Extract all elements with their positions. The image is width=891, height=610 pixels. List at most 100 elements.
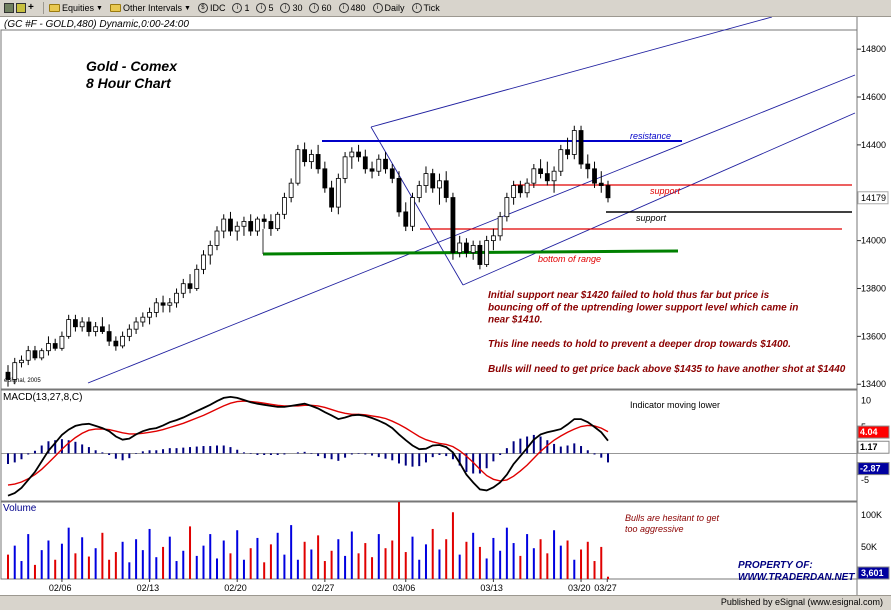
toolbar-item-label: 480: [350, 3, 366, 13]
toolbar-item-label: 1: [244, 3, 250, 13]
chart-background: [0, 17, 891, 595]
price-tick-label: 13600: [861, 331, 886, 341]
candle-body: [450, 197, 456, 253]
candle-body: [282, 197, 287, 215]
candle-body: [538, 168, 543, 175]
price-tick-label: 14000: [861, 236, 886, 246]
candle-body: [147, 312, 152, 318]
candle-body: [120, 335, 126, 347]
candle-body: [275, 213, 281, 230]
chart-title-line2: 8 Hour Chart: [86, 75, 172, 91]
candle-body: [113, 340, 119, 347]
volume-note-line2: too aggressive: [625, 524, 684, 534]
candle-body: [383, 158, 388, 170]
candle-body: [5, 371, 11, 380]
candle-body: [544, 173, 550, 182]
x-tick-label: 03/27: [594, 583, 617, 593]
candle-body: [329, 187, 334, 208]
interval-icon: i: [411, 3, 422, 13]
x-tick-label: 03/20: [568, 583, 591, 593]
volume-tick-label: 50K: [861, 542, 877, 552]
macd-value-label: -2.87: [860, 464, 881, 474]
candle-body: [416, 185, 422, 198]
channel-upper-line: [370, 17, 773, 128]
status-bar: Published by eSignal (www.esignal.com): [0, 595, 891, 610]
x-tick-label: 02/06: [49, 583, 72, 593]
toolbar-item[interactable]: Equities ▼: [47, 2, 105, 15]
current-price-label: 14179: [861, 193, 886, 203]
candle-body: [342, 156, 348, 179]
toolbar-item[interactable]: i 480: [337, 2, 368, 15]
candle-body: [106, 331, 112, 342]
macd-value-box: [857, 425, 890, 439]
x-tick-label: 03/06: [393, 583, 416, 593]
candle-body: [457, 242, 463, 253]
toolbar-item[interactable]: i 60: [307, 2, 333, 15]
x-tick-label: 02/13: [137, 583, 160, 593]
add-icon: +: [28, 2, 34, 13]
volume-tick-label: 100K: [861, 510, 882, 520]
candle-body: [605, 185, 611, 199]
candle-body: [160, 302, 166, 306]
idc-icon: $: [197, 3, 208, 13]
current-price-box: [857, 191, 889, 205]
annotation-bottom-of-range: bottom of range: [538, 254, 601, 264]
toolbar-item[interactable]: i Tick: [410, 2, 442, 15]
candle-body: [261, 218, 267, 222]
toolbar-item[interactable]: $ IDC: [196, 2, 228, 15]
candle-body: [551, 170, 557, 182]
toolbar-item[interactable]: i Daily: [371, 2, 407, 15]
candle-body: [389, 168, 395, 179]
app-icons[interactable]: +: [2, 2, 40, 15]
candle-body: [234, 225, 240, 232]
price-tick-label: 14800: [861, 44, 886, 54]
candle-body: [369, 168, 375, 172]
candle-body: [214, 230, 220, 246]
candle-body: [201, 254, 206, 270]
candle-body: [99, 326, 105, 332]
folder-icon: [109, 4, 121, 12]
candle-body: [430, 173, 436, 189]
candle-body: [585, 163, 591, 170]
candle-body: [79, 321, 85, 328]
candle-body: [558, 149, 564, 172]
price-tick-label: 14400: [861, 140, 886, 150]
candle-body: [46, 343, 51, 352]
interval-icon: i: [256, 3, 267, 13]
candle-body: [126, 328, 132, 337]
channel-connector-line: [370, 126, 464, 286]
candle-body: [255, 218, 260, 232]
candle-body: [140, 316, 146, 323]
annotation-support-upper: support: [650, 186, 681, 196]
volume-note-line1: Bulls are hesitant to get: [625, 513, 720, 523]
candle-body: [356, 151, 361, 158]
brand-block-line2: WWW.TRADERDAN.NET: [738, 572, 855, 583]
macd-value-label: 1.17: [860, 442, 878, 452]
candle-body: [248, 221, 254, 232]
chart-canvas: (GC #F - GOLD,480) Dynamic,0:00-24:00 148…: [0, 17, 891, 595]
interval-icon: i: [309, 3, 320, 13]
candle-body: [66, 319, 72, 337]
brand-block-line1: PROPERTY OF:: [738, 560, 813, 571]
candle-body: [437, 180, 442, 189]
candle-body: [133, 321, 139, 330]
toolbar-item[interactable]: Other Intervals ▼: [108, 2, 193, 15]
candle-body: [174, 292, 179, 304]
annotation-support-lower: support: [636, 213, 667, 223]
toolbar-item-label: 5: [268, 3, 274, 13]
toolbar-item[interactable]: i 30: [278, 2, 304, 15]
candle-body: [19, 359, 24, 364]
candle-body: [335, 177, 341, 208]
volume-label: Volume: [3, 503, 37, 514]
macd-tick-label: 10: [861, 396, 871, 406]
interval-icon: i: [232, 3, 243, 13]
candle-body: [396, 177, 402, 213]
candle-body: [511, 185, 517, 198]
link-icon: [16, 3, 26, 13]
interval-icon: i: [372, 3, 383, 13]
candle-body: [39, 350, 45, 359]
candle-body: [443, 180, 449, 198]
candle-body: [322, 168, 328, 189]
